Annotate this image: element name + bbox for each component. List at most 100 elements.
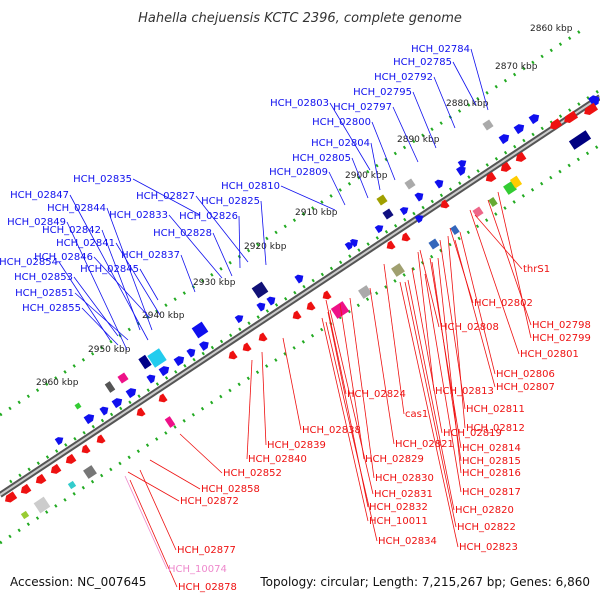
reverse-gene[interactable] [256, 332, 268, 343]
forward-gene[interactable] [344, 240, 356, 251]
forward-gene[interactable] [117, 372, 129, 384]
forward-gene-label[interactable]: HCH_02803 [270, 98, 329, 109]
forward-gene[interactable] [568, 130, 592, 150]
reverse-gene[interactable] [399, 232, 411, 243]
forward-gene[interactable] [99, 404, 110, 416]
forward-gene[interactable] [588, 93, 600, 107]
forward-gene[interactable] [146, 372, 157, 384]
forward-gene[interactable] [138, 354, 152, 370]
reverse-gene-label[interactable]: HCH_02816 [462, 468, 521, 479]
reverse-gene[interactable] [304, 301, 316, 312]
reverse-gene-label[interactable]: thrS1 [523, 264, 550, 275]
reverse-gene[interactable] [484, 171, 497, 184]
forward-gene-label[interactable]: HCH_02846 [34, 252, 93, 263]
forward-gene-label[interactable]: HCH_02833 [109, 210, 168, 221]
forward-gene-label[interactable]: HCH_02855 [22, 303, 81, 314]
forward-gene-label[interactable]: HCH_02845 [80, 264, 139, 275]
reverse-gene[interactable] [514, 151, 527, 164]
forward-gene[interactable] [382, 208, 394, 220]
reverse-gene-label[interactable]: HCH_02817 [462, 487, 521, 498]
reverse-gene[interactable] [320, 290, 332, 301]
forward-gene[interactable] [414, 213, 426, 224]
reverse-gene[interactable] [548, 118, 563, 131]
reverse-gene[interactable] [438, 199, 450, 210]
forward-gene[interactable] [125, 386, 139, 399]
reverse-gene[interactable] [64, 453, 77, 466]
forward-gene-label[interactable]: HCH_02825 [201, 196, 260, 207]
forward-gene[interactable] [434, 177, 445, 189]
reverse-gene-label[interactable]: cas1 [405, 409, 428, 420]
reverse-gene-label[interactable]: HCH_02798 [532, 320, 591, 331]
forward-gene[interactable] [294, 272, 305, 284]
forward-gene-label[interactable]: HCH_02835 [73, 174, 132, 185]
reverse-gene-label[interactable]: HCH_02829 [365, 454, 424, 465]
reverse-gene[interactable] [384, 240, 396, 251]
reverse-gene[interactable] [134, 407, 146, 418]
forward-gene-label[interactable]: HCH_02792 [374, 72, 433, 83]
reverse-gene-label[interactable]: HCH_02815 [462, 456, 521, 467]
forward-gene-label[interactable]: HCH_02851 [15, 288, 74, 299]
forward-gene[interactable] [104, 381, 116, 393]
reverse-gene[interactable] [391, 263, 405, 277]
forward-gene-label[interactable]: HCH_02795 [353, 87, 412, 98]
forward-gene[interactable] [482, 119, 494, 131]
reverse-gene[interactable] [94, 434, 106, 445]
forward-gene[interactable] [199, 339, 211, 351]
forward-gene[interactable] [251, 281, 269, 299]
forward-gene[interactable] [256, 300, 267, 312]
forward-gene[interactable] [399, 205, 411, 216]
forward-gene[interactable] [191, 321, 209, 339]
reverse-gene[interactable] [20, 510, 30, 520]
reverse-gene[interactable] [509, 175, 523, 189]
reverse-gene-label[interactable]: HCH_02821 [395, 439, 454, 450]
reverse-gene[interactable] [156, 393, 168, 404]
reverse-gene-label[interactable]: HCH_02822 [457, 522, 516, 533]
forward-gene[interactable] [376, 194, 388, 206]
reverse-gene-label[interactable]: HCH_02801 [520, 349, 579, 360]
reverse-gene[interactable] [488, 197, 498, 207]
forward-gene[interactable] [186, 346, 197, 358]
reverse-gene[interactable] [562, 110, 579, 125]
forward-gene[interactable] [111, 396, 125, 409]
reverse-gene[interactable] [290, 310, 302, 321]
forward-gene-label[interactable]: HCH_02847 [10, 190, 69, 201]
forward-gene-label[interactable]: HCH_02837 [121, 250, 180, 261]
reverse-gene[interactable] [49, 463, 62, 476]
rna-gene-label[interactable]: HCH_10074 [168, 564, 227, 575]
reverse-gene-label[interactable]: HCH_02819 [443, 428, 502, 439]
reverse-gene[interactable] [330, 301, 350, 319]
forward-gene-label[interactable]: HCH_02800 [312, 117, 371, 128]
reverse-gene-label[interactable]: HCH_02838 [302, 425, 361, 436]
reverse-gene[interactable] [83, 465, 97, 479]
forward-gene-label[interactable]: HCH_02785 [393, 57, 452, 68]
reverse-gene-label[interactable]: HCH_02831 [374, 489, 433, 500]
forward-gene[interactable] [234, 313, 246, 324]
forward-gene[interactable] [266, 294, 277, 306]
forward-gene[interactable] [173, 354, 187, 367]
reverse-gene-label[interactable]: HCH_02814 [462, 443, 521, 454]
forward-gene[interactable] [349, 237, 360, 248]
forward-gene[interactable] [147, 348, 167, 368]
forward-gene-label[interactable]: HCH_02844 [47, 203, 106, 214]
forward-gene-label[interactable]: HCH_02804 [311, 138, 370, 149]
forward-gene-label[interactable]: HCH_02842 [42, 225, 101, 236]
forward-gene-label[interactable]: HCH_02853 [14, 272, 73, 283]
reverse-gene-label[interactable]: HCH_02812 [466, 423, 525, 434]
reverse-gene-label[interactable]: HCH_02811 [466, 404, 525, 415]
reverse-gene-label[interactable]: HCH_02802 [474, 298, 533, 309]
forward-gene[interactable] [374, 223, 386, 234]
reverse-gene[interactable] [34, 473, 47, 486]
forward-gene[interactable] [83, 412, 97, 425]
reverse-gene[interactable] [3, 491, 18, 504]
reverse-gene-label[interactable]: HCH_02877 [177, 545, 236, 556]
reverse-gene[interactable] [67, 480, 77, 490]
reverse-gene-label[interactable]: HCH_02878 [178, 582, 237, 593]
reverse-gene[interactable] [358, 285, 372, 299]
forward-gene[interactable] [54, 435, 66, 446]
forward-gene-label[interactable]: HCH_02784 [411, 44, 470, 55]
forward-gene-label[interactable]: HCH_02826 [179, 211, 238, 222]
reverse-gene[interactable] [164, 416, 176, 428]
reverse-gene[interactable] [450, 225, 460, 235]
forward-gene[interactable] [498, 132, 512, 145]
forward-gene[interactable] [158, 364, 172, 377]
